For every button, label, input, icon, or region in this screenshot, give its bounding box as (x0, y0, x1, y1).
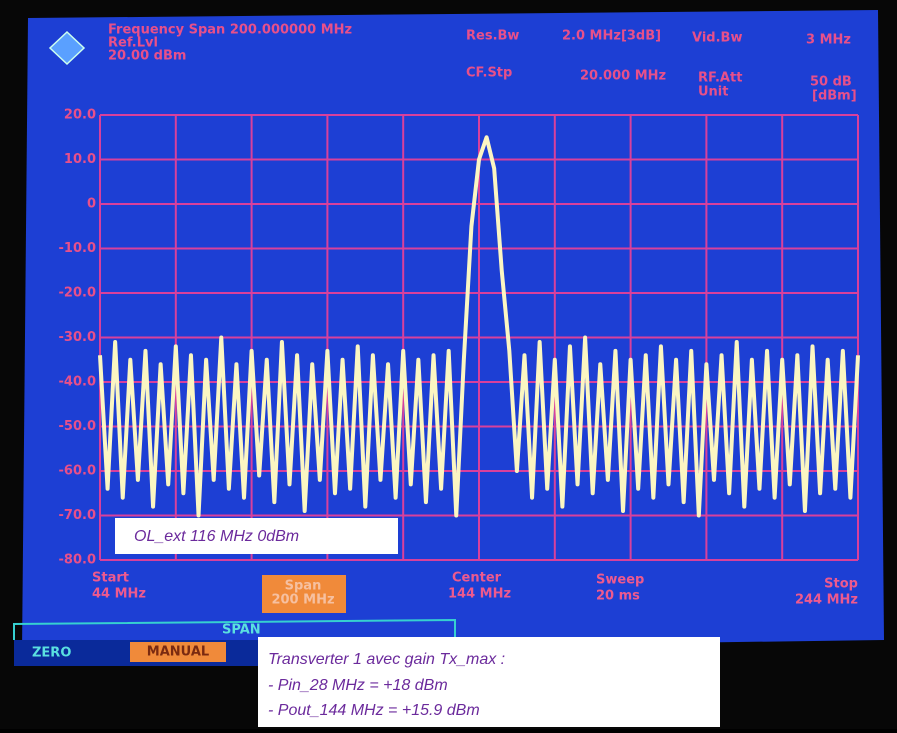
cf-stp-label: CF.Stp (466, 66, 512, 81)
ref-lvl: 20.00 dBm (108, 49, 186, 64)
ol-note: OL_ext 116 MHz 0dBm (134, 528, 299, 545)
rf-att: 50 dB (810, 75, 852, 90)
transverter-box (258, 637, 720, 727)
stop-label: Stop (824, 577, 858, 592)
transverter-title: Transverter 1 avec gain Tx_max : (268, 651, 505, 668)
y-tick-label: -20.0 (59, 286, 96, 301)
res-bw: 2.0 MHz[3dB] (562, 29, 661, 44)
stop: 244 MHz (795, 593, 858, 608)
sweep: 20 ms (596, 589, 640, 604)
manual-softkey[interactable] (130, 642, 226, 662)
start: 44 MHz (92, 587, 146, 602)
y-tick-label: -70.0 (59, 508, 96, 523)
vid-bw-label: Vid.Bw (692, 31, 742, 46)
y-tick-label: 10.0 (64, 152, 96, 167)
sweep-label: Sweep (596, 573, 644, 588)
ol-note-box (115, 518, 398, 554)
y-tick-label: -60.0 (59, 464, 96, 479)
y-tick-label: 20.0 (64, 108, 96, 123)
start-label: Start (92, 571, 129, 586)
screen (22, 10, 884, 652)
center: 144 MHz (448, 587, 511, 602)
y-tick-label: -30.0 (59, 330, 96, 345)
trace (98, 135, 860, 518)
y-tick-label: -10.0 (59, 241, 96, 256)
unit: [dBm] (812, 89, 857, 104)
span-softkey[interactable] (262, 575, 346, 613)
pout: - Pout_144 MHz = +15.9 dBm (268, 702, 480, 719)
y-tick-label: -50.0 (59, 419, 96, 434)
logo (48, 30, 86, 66)
span-label: Span (285, 579, 322, 594)
pin: - Pin_28 MHz = +18 dBm (268, 677, 448, 694)
y-tick-label: -80.0 (59, 553, 96, 568)
span-title: Frequency Span 200.000000 MHz (108, 23, 352, 38)
center-label: Center (452, 571, 502, 586)
plot: 20.0 10.0 0 -10.0 -20.0 -30.0 -40.0 -50.0 -60.0 -… (59, 108, 860, 568)
vid-bw: 3 MHz (806, 33, 851, 48)
softkey-group: SPAN (222, 623, 261, 638)
unit-label: Unit (698, 85, 728, 100)
rf-att-label: RF.Att (698, 71, 742, 86)
y-tick-label: -40.0 (59, 375, 96, 390)
softkey-frame (13, 618, 456, 640)
y-tick-label: 0 (87, 197, 96, 212)
cf-stp: 20.000 MHz (580, 69, 666, 84)
res-bw-label: Res.Bw (466, 29, 519, 44)
softkey-manual[interactable]: MANUAL (147, 645, 209, 660)
softkey-zero[interactable]: ZERO (32, 646, 71, 661)
span: 200 MHz (271, 593, 334, 608)
ref-lvl-label: Ref.Lvl (108, 36, 158, 51)
